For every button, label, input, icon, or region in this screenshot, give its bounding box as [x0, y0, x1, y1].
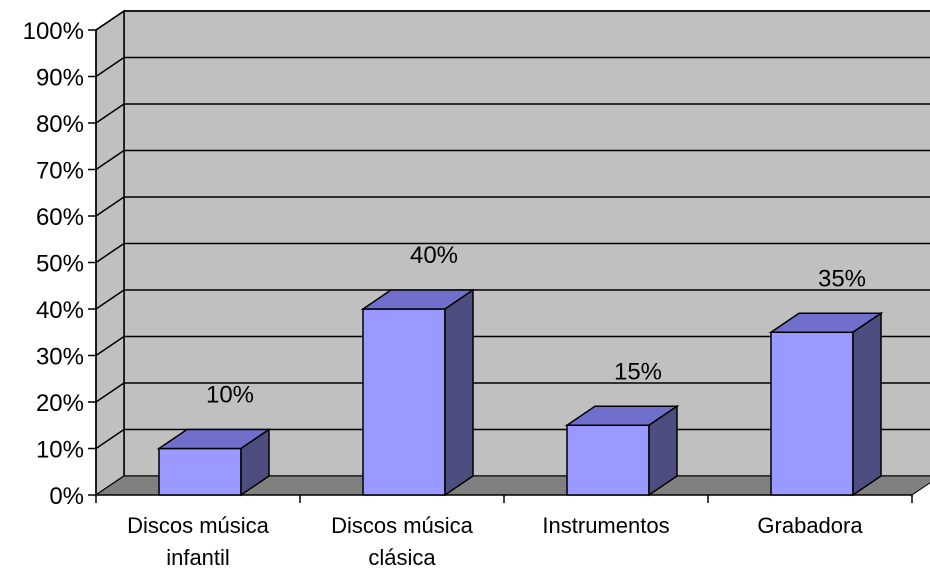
data-label: 10% — [206, 382, 254, 409]
x-tick-label: infantil — [166, 545, 230, 570]
bar-side — [648, 404, 678, 497]
bar-front — [362, 308, 446, 496]
y-tick-label: 50% — [36, 251, 84, 278]
gridline-side — [95, 335, 125, 357]
y-tick-label: 10% — [36, 437, 84, 464]
y-tick-label: 20% — [36, 390, 84, 417]
bar — [360, 288, 476, 497]
gridline-side — [95, 428, 125, 450]
bar-front — [566, 424, 650, 496]
data-label: 40% — [410, 242, 458, 269]
bar-side — [240, 428, 270, 497]
gridline-side — [95, 149, 125, 171]
x-tick-label: Discos música — [331, 513, 474, 538]
y-tick-label: 80% — [36, 111, 84, 138]
bar-side — [444, 288, 474, 497]
bar — [156, 428, 272, 497]
gridline-side — [95, 10, 125, 31]
y-tick-label: 30% — [36, 344, 84, 371]
data-label: 15% — [614, 358, 662, 385]
y-tick-label: 70% — [36, 158, 84, 185]
bar-side — [852, 311, 882, 497]
gridline-side — [95, 242, 125, 264]
y-tick-label: 100% — [23, 18, 84, 45]
bar — [768, 311, 884, 497]
labels: 0% 10% 20% 30% 40% 50% 60% 70% 80% 90% 100% 10% Disc… — [23, 18, 866, 570]
gridline-side — [95, 56, 125, 78]
y-tick-label: 60% — [36, 204, 84, 231]
data-label: 35% — [818, 265, 866, 292]
bars — [156, 288, 884, 497]
y-tick-label: 40% — [36, 297, 84, 324]
x-tick-label: Instrumentos — [542, 513, 669, 538]
gridline-side — [95, 103, 125, 124]
bar-front — [770, 331, 854, 496]
x-tick-label: Grabadora — [757, 513, 863, 538]
bar — [564, 404, 680, 497]
gridline-side — [95, 289, 125, 310]
gridline-side — [95, 196, 125, 217]
gridline-side — [95, 382, 125, 403]
y-tick-label: 90% — [36, 65, 84, 92]
bar-front — [158, 447, 242, 496]
x-tick-label: Discos música — [127, 513, 270, 538]
y-tick-label: 0% — [49, 483, 84, 510]
x-tick-label: clásica — [368, 545, 436, 570]
